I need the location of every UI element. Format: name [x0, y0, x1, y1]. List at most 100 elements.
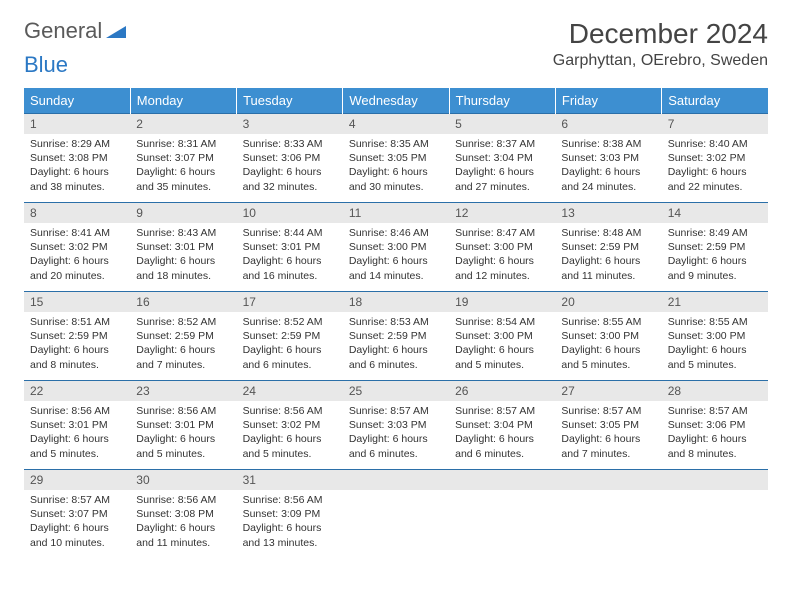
calendar-day-cell: 2Sunrise: 8:31 AMSunset: 3:07 PMDaylight… [130, 114, 236, 203]
day-number: 26 [449, 381, 555, 401]
calendar-day-cell: 18Sunrise: 8:53 AMSunset: 2:59 PMDayligh… [343, 292, 449, 381]
day-number-empty [662, 470, 768, 490]
calendar-day-cell: 10Sunrise: 8:44 AMSunset: 3:01 PMDayligh… [237, 203, 343, 292]
weekday-header: Friday [555, 88, 661, 114]
calendar-day-cell: 16Sunrise: 8:52 AMSunset: 2:59 PMDayligh… [130, 292, 236, 381]
day-number: 21 [662, 292, 768, 312]
day-number: 8 [24, 203, 130, 223]
calendar-day-cell: 23Sunrise: 8:56 AMSunset: 3:01 PMDayligh… [130, 381, 236, 470]
calendar-day-cell: 29Sunrise: 8:57 AMSunset: 3:07 PMDayligh… [24, 470, 130, 559]
day-details: Sunrise: 8:37 AMSunset: 3:04 PMDaylight:… [449, 134, 555, 202]
calendar-day-cell [343, 470, 449, 559]
day-number: 7 [662, 114, 768, 134]
day-number: 27 [555, 381, 661, 401]
calendar-day-cell: 28Sunrise: 8:57 AMSunset: 3:06 PMDayligh… [662, 381, 768, 470]
calendar-day-cell: 8Sunrise: 8:41 AMSunset: 3:02 PMDaylight… [24, 203, 130, 292]
day-number: 19 [449, 292, 555, 312]
calendar-day-cell: 12Sunrise: 8:47 AMSunset: 3:00 PMDayligh… [449, 203, 555, 292]
day-number: 29 [24, 470, 130, 490]
day-number: 13 [555, 203, 661, 223]
day-number-empty [449, 470, 555, 490]
day-details: Sunrise: 8:57 AMSunset: 3:07 PMDaylight:… [24, 490, 130, 558]
weekday-header-row: Sunday Monday Tuesday Wednesday Thursday… [24, 88, 768, 114]
day-number: 2 [130, 114, 236, 134]
calendar-day-cell: 13Sunrise: 8:48 AMSunset: 2:59 PMDayligh… [555, 203, 661, 292]
weekday-header: Monday [130, 88, 236, 114]
weekday-header: Tuesday [237, 88, 343, 114]
day-details: Sunrise: 8:29 AMSunset: 3:08 PMDaylight:… [24, 134, 130, 202]
day-details: Sunrise: 8:55 AMSunset: 3:00 PMDaylight:… [662, 312, 768, 380]
day-number: 18 [343, 292, 449, 312]
day-details: Sunrise: 8:31 AMSunset: 3:07 PMDaylight:… [130, 134, 236, 202]
day-details-empty [555, 490, 661, 558]
logo-mark-icon [106, 18, 126, 44]
day-number: 6 [555, 114, 661, 134]
calendar-day-cell [449, 470, 555, 559]
calendar-week-row: 29Sunrise: 8:57 AMSunset: 3:07 PMDayligh… [24, 470, 768, 559]
day-details: Sunrise: 8:33 AMSunset: 3:06 PMDaylight:… [237, 134, 343, 202]
day-number: 23 [130, 381, 236, 401]
calendar-day-cell: 9Sunrise: 8:43 AMSunset: 3:01 PMDaylight… [130, 203, 236, 292]
weekday-header: Wednesday [343, 88, 449, 114]
weekday-header: Thursday [449, 88, 555, 114]
day-number: 25 [343, 381, 449, 401]
calendar-week-row: 8Sunrise: 8:41 AMSunset: 3:02 PMDaylight… [24, 203, 768, 292]
calendar-day-cell: 26Sunrise: 8:57 AMSunset: 3:04 PMDayligh… [449, 381, 555, 470]
day-details: Sunrise: 8:44 AMSunset: 3:01 PMDaylight:… [237, 223, 343, 291]
day-number: 5 [449, 114, 555, 134]
day-number: 24 [237, 381, 343, 401]
calendar-day-cell: 24Sunrise: 8:56 AMSunset: 3:02 PMDayligh… [237, 381, 343, 470]
calendar-day-cell: 21Sunrise: 8:55 AMSunset: 3:00 PMDayligh… [662, 292, 768, 381]
day-details: Sunrise: 8:51 AMSunset: 2:59 PMDaylight:… [24, 312, 130, 380]
calendar-day-cell: 5Sunrise: 8:37 AMSunset: 3:04 PMDaylight… [449, 114, 555, 203]
day-details: Sunrise: 8:56 AMSunset: 3:02 PMDaylight:… [237, 401, 343, 469]
calendar-day-cell: 19Sunrise: 8:54 AMSunset: 3:00 PMDayligh… [449, 292, 555, 381]
calendar-day-cell: 3Sunrise: 8:33 AMSunset: 3:06 PMDaylight… [237, 114, 343, 203]
month-title: December 2024 [553, 18, 768, 50]
day-details: Sunrise: 8:57 AMSunset: 3:03 PMDaylight:… [343, 401, 449, 469]
day-number: 31 [237, 470, 343, 490]
day-details: Sunrise: 8:52 AMSunset: 2:59 PMDaylight:… [237, 312, 343, 380]
day-number: 9 [130, 203, 236, 223]
day-details: Sunrise: 8:54 AMSunset: 3:00 PMDaylight:… [449, 312, 555, 380]
day-number: 17 [237, 292, 343, 312]
day-number-empty [555, 470, 661, 490]
day-details: Sunrise: 8:57 AMSunset: 3:06 PMDaylight:… [662, 401, 768, 469]
day-details: Sunrise: 8:49 AMSunset: 2:59 PMDaylight:… [662, 223, 768, 291]
day-details: Sunrise: 8:57 AMSunset: 3:05 PMDaylight:… [555, 401, 661, 469]
day-details: Sunrise: 8:47 AMSunset: 3:00 PMDaylight:… [449, 223, 555, 291]
day-number: 12 [449, 203, 555, 223]
calendar-day-cell: 1Sunrise: 8:29 AMSunset: 3:08 PMDaylight… [24, 114, 130, 203]
calendar-day-cell: 22Sunrise: 8:56 AMSunset: 3:01 PMDayligh… [24, 381, 130, 470]
calendar-day-cell: 14Sunrise: 8:49 AMSunset: 2:59 PMDayligh… [662, 203, 768, 292]
weekday-header: Sunday [24, 88, 130, 114]
day-details: Sunrise: 8:52 AMSunset: 2:59 PMDaylight:… [130, 312, 236, 380]
logo: General [24, 18, 126, 44]
calendar-day-cell [662, 470, 768, 559]
day-details: Sunrise: 8:43 AMSunset: 3:01 PMDaylight:… [130, 223, 236, 291]
day-number: 16 [130, 292, 236, 312]
calendar-day-cell [555, 470, 661, 559]
weekday-header: Saturday [662, 88, 768, 114]
day-number: 4 [343, 114, 449, 134]
day-details: Sunrise: 8:56 AMSunset: 3:01 PMDaylight:… [24, 401, 130, 469]
day-number: 30 [130, 470, 236, 490]
calendar-day-cell: 31Sunrise: 8:56 AMSunset: 3:09 PMDayligh… [237, 470, 343, 559]
day-number: 15 [24, 292, 130, 312]
calendar-table: Sunday Monday Tuesday Wednesday Thursday… [24, 88, 768, 558]
day-details: Sunrise: 8:38 AMSunset: 3:03 PMDaylight:… [555, 134, 661, 202]
day-number: 22 [24, 381, 130, 401]
logo-text-general: General [24, 18, 102, 44]
calendar-week-row: 1Sunrise: 8:29 AMSunset: 3:08 PMDaylight… [24, 114, 768, 203]
calendar-day-cell: 17Sunrise: 8:52 AMSunset: 2:59 PMDayligh… [237, 292, 343, 381]
day-details-empty [662, 490, 768, 558]
calendar-day-cell: 25Sunrise: 8:57 AMSunset: 3:03 PMDayligh… [343, 381, 449, 470]
day-details: Sunrise: 8:56 AMSunset: 3:01 PMDaylight:… [130, 401, 236, 469]
day-details-empty [449, 490, 555, 558]
calendar-day-cell: 20Sunrise: 8:55 AMSunset: 3:00 PMDayligh… [555, 292, 661, 381]
day-details: Sunrise: 8:48 AMSunset: 2:59 PMDaylight:… [555, 223, 661, 291]
day-details: Sunrise: 8:41 AMSunset: 3:02 PMDaylight:… [24, 223, 130, 291]
day-number: 3 [237, 114, 343, 134]
calendar-day-cell: 11Sunrise: 8:46 AMSunset: 3:00 PMDayligh… [343, 203, 449, 292]
day-details: Sunrise: 8:53 AMSunset: 2:59 PMDaylight:… [343, 312, 449, 380]
